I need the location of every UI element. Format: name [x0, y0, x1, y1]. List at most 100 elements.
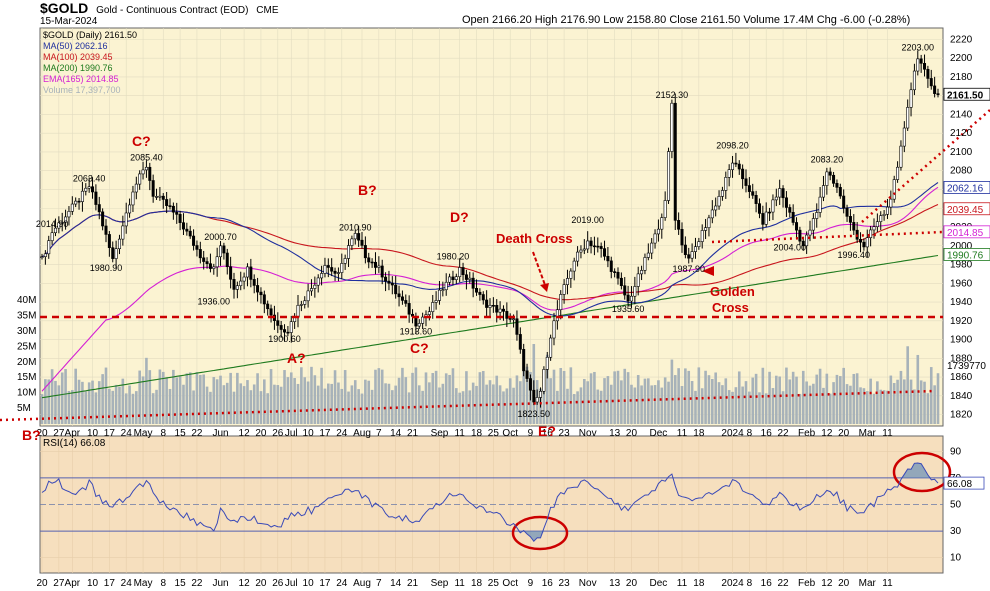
x-tick-label-bottom: 11 — [882, 578, 893, 589]
price-candle-body — [242, 276, 246, 282]
price-candle-body — [862, 241, 866, 248]
x-tick-label: 12 — [239, 428, 251, 439]
price-candle-body — [114, 248, 118, 259]
legend-item: EMA(165) 2014.85 — [43, 74, 119, 84]
volume-bar — [549, 378, 552, 424]
volume-bar — [744, 381, 748, 424]
price-candle-body — [138, 173, 142, 185]
x-tick-label: 11 — [882, 428, 893, 439]
volume-bar — [758, 392, 761, 424]
price-candle-body — [336, 272, 340, 274]
price-candle-body — [117, 238, 121, 250]
volume-bar — [350, 385, 354, 424]
trendlines — [0, 109, 990, 551]
volume-bar — [330, 383, 333, 424]
volume-bar — [212, 377, 216, 424]
x-tick-label: 24 — [121, 428, 133, 439]
volume-bar — [205, 386, 209, 424]
volume-bar — [909, 379, 913, 424]
x-tick-label-bottom: 22 — [191, 578, 203, 589]
price-candle-body — [801, 240, 805, 247]
price-candle-body — [468, 277, 472, 280]
price-candle-body — [872, 226, 876, 231]
volume-bar — [229, 372, 232, 424]
price-candle-body — [788, 207, 792, 213]
price-candle-body — [363, 245, 367, 259]
wave-label: E? — [538, 423, 556, 439]
price-candle-body — [902, 127, 906, 147]
right-value-box — [943, 181, 990, 194]
x-tick-label-bottom: 13 — [609, 578, 621, 589]
price-candle-body — [879, 215, 883, 222]
volume-bar — [310, 366, 313, 424]
volume-bar — [481, 370, 485, 424]
volume-bar — [192, 390, 195, 424]
price-candle-body — [316, 277, 320, 286]
price-candle-body — [353, 233, 357, 240]
price-candle-body — [572, 260, 576, 272]
volume-bar — [933, 385, 936, 424]
price-candle-body — [323, 265, 327, 274]
x-tick-label: 8 — [160, 428, 166, 439]
x-tick-label-bottom: 17 — [319, 578, 331, 589]
moving-averages — [41, 182, 939, 399]
volume-bar — [377, 368, 381, 424]
x-tick-label-bottom: 20 — [626, 578, 638, 589]
price-candle-body — [121, 225, 125, 240]
wave-label: C? — [132, 133, 151, 149]
volume-bar — [616, 370, 620, 424]
volume-bar — [138, 370, 141, 424]
x-tick-label: 13 — [609, 428, 621, 439]
price-candle-body — [124, 212, 128, 227]
right-value-label: 2062.16 — [947, 183, 984, 194]
volume-bar — [465, 371, 468, 424]
volume-tick-label: 20M — [17, 357, 36, 368]
volume-bar — [114, 384, 118, 424]
x-tick-label: 2024 — [721, 428, 744, 439]
volume-bar — [97, 381, 101, 424]
x-tick-label: 22 — [191, 428, 203, 439]
volume-bar — [711, 378, 714, 424]
price-candle-body — [198, 249, 202, 259]
price-candle-body — [495, 305, 499, 313]
volume-bar — [404, 377, 408, 424]
rsi-line — [41, 462, 939, 542]
volume-bar — [478, 372, 482, 424]
volume-bar — [808, 385, 812, 424]
price-candle-body — [266, 303, 270, 310]
volume-bar — [781, 391, 785, 424]
volume-bar — [929, 367, 933, 424]
wave-label: B? — [358, 182, 377, 198]
price-tick-label: 1840 — [950, 391, 973, 402]
price-tick-label: 2200 — [950, 53, 973, 64]
x-tick-label-bottom: Aug — [353, 578, 371, 589]
price-candle-body — [889, 198, 893, 208]
price-candle-body — [208, 263, 212, 269]
price-candle-body — [60, 221, 64, 224]
volume-bar — [714, 372, 717, 424]
volume-bar — [748, 391, 751, 424]
price-candle-body — [926, 68, 930, 79]
volume-bar — [694, 390, 697, 424]
volume-bar — [148, 370, 152, 424]
price-candle-body — [744, 178, 748, 186]
price-candle-body — [562, 284, 566, 295]
x-tick-label-bottom: 21 — [407, 578, 419, 589]
price-candle-body — [818, 196, 822, 213]
volume-bar — [195, 372, 199, 424]
volume-bar — [468, 390, 472, 424]
x-tick-label: 18 — [693, 428, 705, 439]
legend-item: MA(100) 2039.45 — [43, 52, 113, 62]
volume-bar — [791, 371, 795, 424]
price-candle-body — [313, 284, 317, 289]
price-candle-body — [565, 278, 569, 285]
volume-bar — [936, 373, 940, 424]
price-candle-body — [754, 195, 758, 204]
volume-bar — [697, 367, 701, 424]
volume-bar — [188, 372, 192, 424]
volume-bar — [64, 369, 67, 424]
volume-bar — [842, 367, 845, 424]
price-candle-body — [815, 212, 819, 219]
wave-label: A? — [287, 350, 306, 366]
volume-bar — [323, 388, 327, 424]
